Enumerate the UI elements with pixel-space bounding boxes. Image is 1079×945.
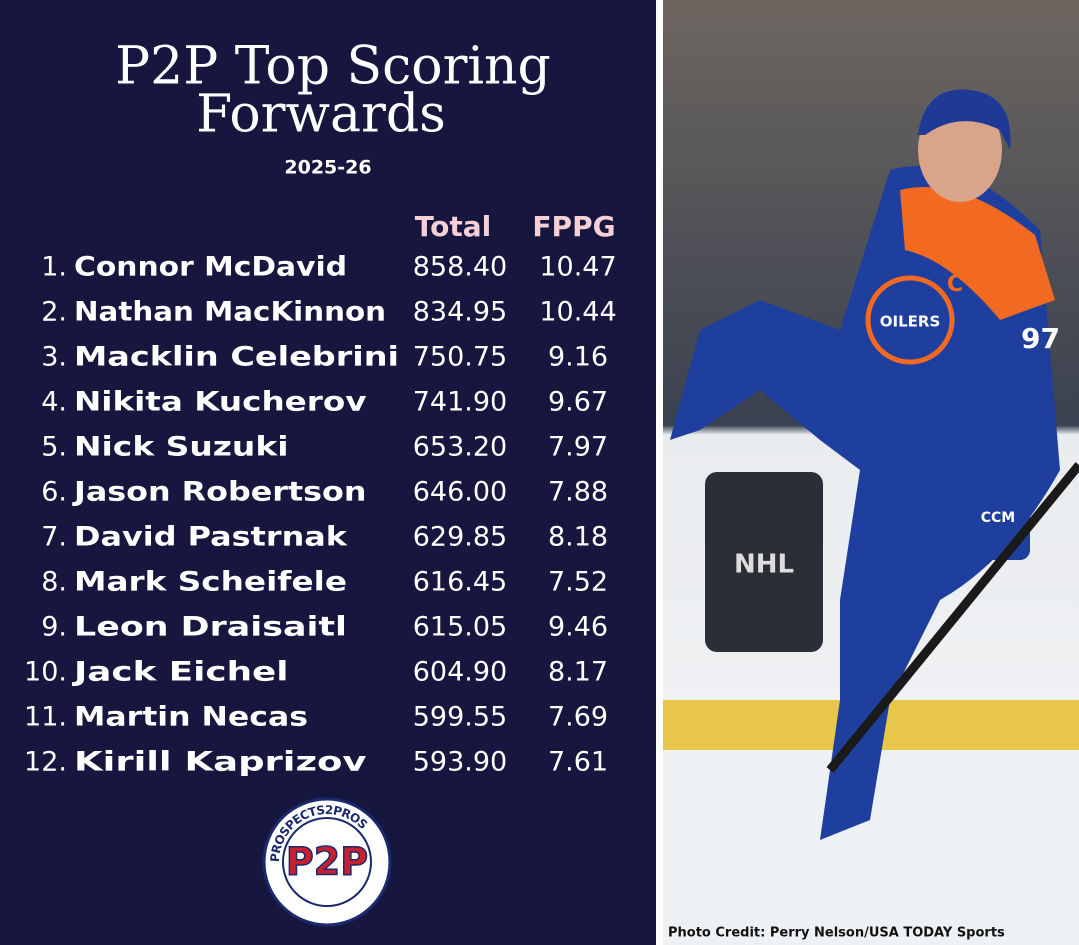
- rank: 2.: [41, 297, 67, 328]
- photo-credit: Photo Credit: Perry Nelson/USA TODAY Spo…: [668, 926, 1005, 941]
- fppg: 8.18: [548, 522, 608, 553]
- fppg: 9.67: [548, 387, 608, 418]
- total: 834.95: [413, 297, 507, 328]
- player-name: Nikita Kucherov: [74, 387, 367, 418]
- player-name: Martin Necas: [74, 702, 308, 733]
- total: 615.05: [413, 612, 507, 643]
- jersey-text: OILERS: [880, 313, 941, 331]
- fppg: 7.69: [548, 702, 608, 733]
- logo-mark: P2P: [286, 840, 368, 884]
- table: Total FPPG 1. Connor McDavid 858.40 10.47 2. Na…: [24, 210, 617, 778]
- player-name: Leon Draisaitl: [74, 612, 347, 643]
- total: 750.75: [413, 342, 507, 373]
- rank: 10.: [24, 657, 67, 688]
- rank: 7.: [41, 522, 67, 553]
- nhl-board: [705, 472, 823, 652]
- total: 593.90: [413, 747, 507, 778]
- column-header: FPPG: [532, 210, 615, 243]
- player-name: Nathan MacKinnon: [74, 297, 386, 328]
- logo-inner: [282, 817, 372, 907]
- total: 604.90: [413, 657, 507, 688]
- stick: [826, 462, 1079, 773]
- player-body: [670, 166, 1060, 840]
- crest: [865, 275, 955, 365]
- fppg: 10.47: [539, 252, 616, 283]
- total: 616.45: [413, 567, 507, 598]
- fppg: 7.97: [548, 432, 608, 463]
- total: 653.20: [413, 432, 507, 463]
- rank: 5.: [41, 432, 67, 463]
- fppg: 9.16: [548, 342, 608, 373]
- fppg: 7.88: [548, 477, 608, 508]
- glove-text: CCM: [981, 510, 1015, 526]
- player-name: Macklin Celebrini: [74, 342, 399, 373]
- title: P2P Top Scoring: [115, 37, 551, 97]
- rank: 1.: [41, 252, 67, 283]
- player-name: Nick Suzuki: [74, 432, 289, 463]
- player-name: Mark Scheifele: [74, 567, 347, 598]
- title: Forwards: [196, 85, 446, 145]
- rank: 12.: [24, 747, 67, 778]
- rank: 6.: [41, 477, 67, 508]
- logo: PROSPECTS2PROS P2P: [262, 797, 392, 927]
- left-panel: [0, 0, 656, 945]
- rank: 4.: [41, 387, 67, 418]
- column-header: Total: [415, 210, 492, 243]
- fppg: 7.52: [548, 567, 608, 598]
- shoulders: [900, 187, 1055, 320]
- total: 599.55: [413, 702, 507, 733]
- rank: 9.: [41, 612, 67, 643]
- player-name: David Pastrnak: [74, 522, 348, 553]
- total: 646.00: [413, 477, 507, 508]
- player-name: Jason Robertson: [72, 477, 367, 508]
- divider: [656, 0, 663, 945]
- fppg: 8.17: [548, 657, 608, 688]
- player-name: Connor McDavid: [74, 252, 347, 283]
- fppg: 7.61: [548, 747, 608, 778]
- rank: 8.: [41, 567, 67, 598]
- total: 858.40: [413, 252, 507, 283]
- photo: NHL OILERS C 97 CCM Photo Credit: Perry …: [663, 0, 1079, 945]
- fppg: 9.46: [548, 612, 608, 643]
- captain-c: C: [947, 272, 963, 297]
- total: 741.90: [413, 387, 507, 418]
- player-name: Kirill Kaprizov: [74, 747, 367, 778]
- player-name: Jack Eichel: [71, 657, 288, 688]
- nhl-text: NHL: [734, 550, 794, 580]
- rank: 11.: [24, 702, 67, 733]
- season: 2025-26: [284, 157, 371, 179]
- jersey-number: 97: [1021, 322, 1060, 355]
- total: 629.85: [413, 522, 507, 553]
- rank: 3.: [41, 342, 67, 373]
- helmet: [918, 89, 1011, 150]
- fppg: 10.44: [539, 297, 616, 328]
